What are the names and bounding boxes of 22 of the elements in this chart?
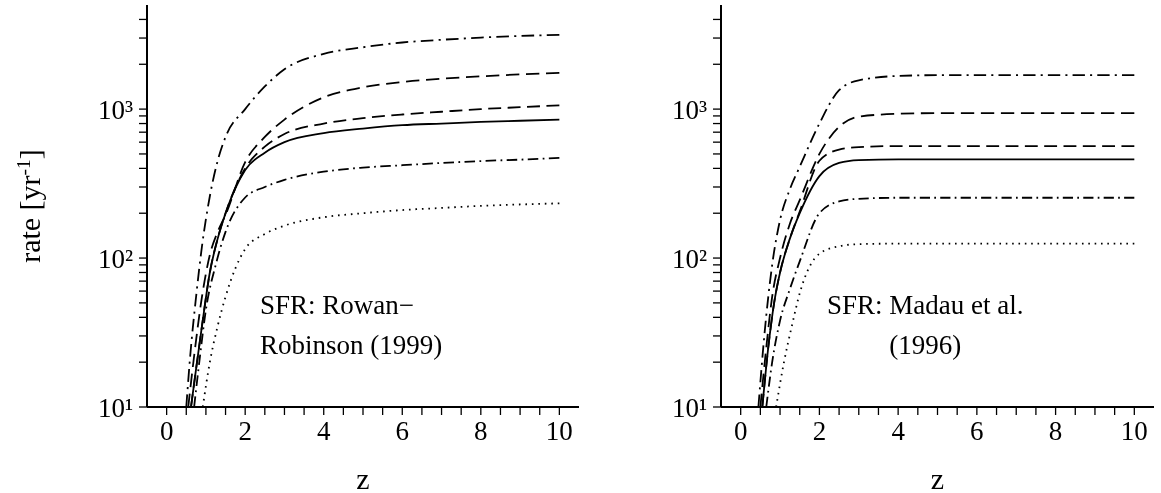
x-axis-title: z: [930, 462, 945, 493]
x-tick-label: 2: [238, 416, 252, 447]
x-tick-label: 6: [395, 416, 410, 447]
x-tick-label: 8: [474, 416, 488, 447]
y-tick-label: 10³: [97, 94, 133, 125]
x-tick-label: 2: [812, 416, 827, 447]
x-tick-label: 0: [159, 416, 174, 447]
annotation: SFR: Rowan− Robinson (1999): [260, 289, 443, 362]
x-tick-label: 10: [1120, 416, 1148, 447]
x-tick-label: 6: [970, 416, 984, 447]
y-tick-label: 10¹: [97, 392, 133, 423]
x-tick-label: 0: [733, 416, 748, 447]
x-tick-label: 4: [891, 416, 906, 447]
x-tick-label: 8: [1048, 416, 1063, 447]
y-tick-label: 10³: [671, 94, 707, 125]
annotation: SFR: Madau et al. (1996): [827, 289, 1024, 362]
x-tick-label: 10: [545, 416, 573, 447]
y-tick-label: 10²: [671, 243, 707, 274]
y-tick-label: 10¹: [671, 392, 707, 423]
x-tick-label: 4: [316, 416, 331, 447]
x-axis-title: z: [356, 462, 370, 493]
y-tick-label: 10²: [97, 243, 133, 274]
